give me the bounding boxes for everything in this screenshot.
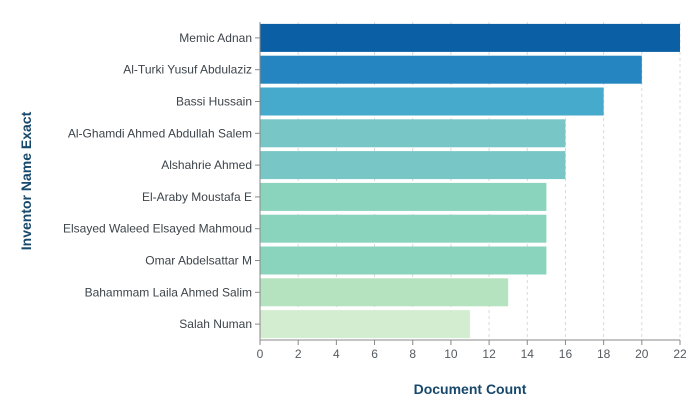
y-tick-label: El-Araby Moustafa E xyxy=(142,190,252,204)
y-tick-label: Al-Turki Yusuf Abdulaziz xyxy=(123,63,252,77)
bar[interactable] xyxy=(260,87,604,116)
y-tick-label: Omar Abdelsattar M xyxy=(145,254,252,268)
bar[interactable] xyxy=(260,246,547,275)
bar[interactable] xyxy=(260,55,642,84)
bar[interactable] xyxy=(260,119,566,148)
y-tick-label: Memic Adnan xyxy=(179,31,252,45)
x-tick-label: 8 xyxy=(409,347,416,361)
axes: Memic Adnan Al-Turki Yusuf Abdulaziz Bassi… xyxy=(63,22,687,361)
y-tick-label: Bassi Hussain xyxy=(176,95,252,109)
x-tick-label: 12 xyxy=(482,347,496,361)
x-tick-label: 22 xyxy=(673,347,687,361)
x-tick-label: 14 xyxy=(521,347,535,361)
bar[interactable] xyxy=(260,182,547,211)
x-tick-label: 2 xyxy=(295,347,302,361)
x-tick-label: 18 xyxy=(597,347,611,361)
x-tick-label: 10 xyxy=(444,347,458,361)
y-tick-label: Elsayed Waleed Elsayed Mahmoud xyxy=(63,222,252,236)
bars xyxy=(260,23,680,339)
x-tick-label: 16 xyxy=(559,347,573,361)
x-tick-label: 4 xyxy=(333,347,340,361)
y-tick-label: Al-Ghamdi Ahmed Abdullah Salem xyxy=(68,126,252,140)
bar[interactable] xyxy=(260,151,566,180)
y-tick-label: Bahammam Laila Ahmed Salim xyxy=(85,285,252,299)
y-axis-title: Inventor Name Exact xyxy=(18,111,34,250)
bar[interactable] xyxy=(260,310,470,339)
y-tick-label: Salah Numan xyxy=(179,317,252,331)
bar[interactable] xyxy=(260,23,680,52)
bar[interactable] xyxy=(260,278,509,307)
bar[interactable] xyxy=(260,214,547,243)
x-axis-title: Document Count xyxy=(414,381,527,397)
x-tick-label: 6 xyxy=(371,347,378,361)
y-tick-label: Alshahrie Ahmed xyxy=(161,158,252,172)
x-tick-label: 0 xyxy=(257,347,264,361)
x-tick-label: 20 xyxy=(635,347,649,361)
